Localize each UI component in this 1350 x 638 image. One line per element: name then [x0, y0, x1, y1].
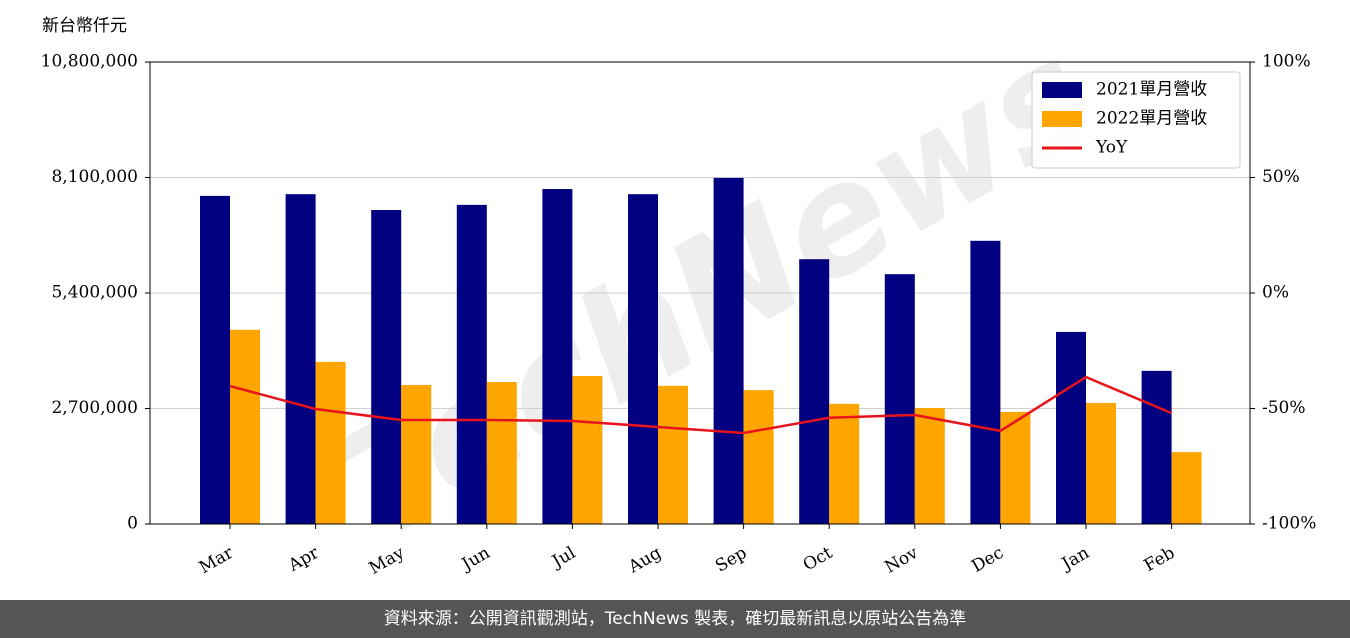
bar: [970, 240, 1001, 525]
bar: [884, 274, 915, 524]
chart: 新台幣仟元 TechNews 02,700,0005,400,0008,100,…: [41, 7, 1317, 579]
bar: [486, 381, 517, 524]
y-tick-label: 5,400,000: [51, 283, 138, 303]
bar: [1056, 331, 1086, 524]
bar: [230, 329, 260, 524]
y2-tick-label: 100%: [1262, 52, 1311, 72]
bar: [315, 361, 346, 524]
bar: [829, 403, 860, 524]
legend-swatch: [1042, 111, 1082, 127]
footer: 資料來源：公開資訊觀測站，TechNews 製表，確切最新訊息以原站公告為準: [0, 600, 1350, 638]
bar: [1141, 370, 1172, 524]
legend-swatch: [1042, 82, 1082, 98]
legend-label: 2021單月營收: [1096, 80, 1207, 100]
y2-tick-label: 0%: [1262, 283, 1289, 303]
x-tick-label: Jul: [547, 543, 579, 573]
x-tick-label: Nov: [881, 543, 921, 578]
bar: [542, 189, 573, 525]
bar: [1171, 452, 1202, 524]
y-tick-label: 8,100,000: [51, 167, 138, 187]
y-axis-label: 新台幣仟元: [42, 16, 127, 36]
bar: [401, 384, 432, 524]
legend-label: 2022單月營收: [1096, 109, 1207, 129]
x-tick-label: Aug: [624, 543, 665, 578]
x-tick-label: Oct: [800, 543, 836, 576]
bar: [628, 194, 658, 524]
x-tick-label: Feb: [1141, 543, 1179, 576]
y-tick-label: 10,800,000: [41, 52, 138, 72]
x-tick-label: Jan: [1057, 543, 1093, 575]
bar: [285, 194, 316, 524]
y2-tick-label: 50%: [1262, 167, 1300, 187]
y2-tick-label: -50%: [1262, 398, 1306, 418]
bar: [1086, 402, 1116, 524]
x-tick-label: Sep: [712, 543, 750, 577]
bar: [713, 177, 744, 524]
bar: [371, 210, 402, 524]
x-tick-label: Apr: [284, 542, 323, 576]
legend-box: [1031, 71, 1241, 169]
x-tick-label: Dec: [968, 543, 1007, 577]
plot-frame: [149, 61, 1251, 525]
bar: [743, 390, 774, 524]
bar: [1000, 411, 1031, 524]
legend-label: YoY: [1095, 138, 1128, 158]
bar: [572, 375, 603, 524]
y-tick-label: 2,700,000: [51, 398, 138, 418]
yoy-line: [229, 375, 1173, 435]
x-tick-label: Mar: [196, 542, 238, 578]
bar: [456, 204, 487, 524]
x-tick-label: Jun: [457, 543, 494, 576]
y-tick-label: 0: [127, 514, 138, 534]
bar: [799, 259, 830, 524]
bar: [914, 408, 945, 524]
bar: [200, 195, 230, 524]
y2-tick-label: -100%: [1262, 514, 1316, 534]
bar: [658, 385, 688, 524]
